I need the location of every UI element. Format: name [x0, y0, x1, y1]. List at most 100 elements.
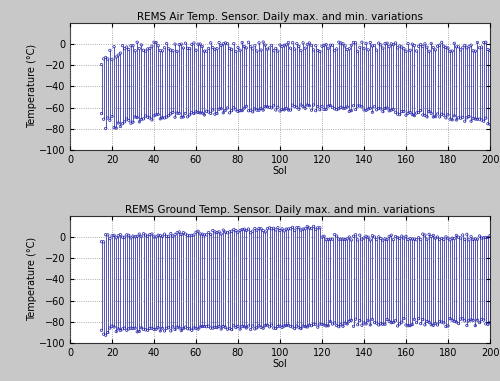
Point [255, 323, 263, 329]
Point [385, 43, 393, 50]
Point [142, 232, 150, 238]
Point [452, 232, 460, 239]
Point [352, 40, 360, 46]
Point [122, 116, 130, 122]
Point [469, 317, 477, 323]
Point [226, 229, 234, 235]
Point [444, 235, 452, 241]
Point [146, 232, 154, 238]
Point [209, 227, 217, 234]
Point [133, 115, 141, 121]
Point [388, 232, 396, 238]
Point [469, 236, 477, 242]
Point [255, 107, 263, 113]
Point [280, 42, 288, 48]
Point [251, 326, 259, 332]
Point [171, 232, 179, 238]
Point [381, 41, 389, 47]
Point [259, 325, 267, 331]
Point [204, 229, 212, 235]
Point [458, 114, 466, 120]
Point [118, 120, 126, 126]
Point [202, 48, 210, 54]
Point [427, 234, 435, 240]
Point [410, 316, 418, 322]
Point [276, 323, 284, 329]
Point [114, 233, 122, 239]
Point [114, 52, 122, 58]
Point [404, 237, 412, 243]
Point [160, 45, 168, 51]
Point [354, 237, 362, 243]
Point [442, 234, 450, 240]
Point [182, 324, 190, 330]
Point [416, 42, 424, 48]
Point [196, 324, 204, 330]
Point [301, 323, 309, 330]
Point [297, 227, 305, 233]
Point [190, 110, 198, 117]
Point [446, 116, 454, 122]
Point [106, 47, 114, 53]
Point [162, 325, 170, 331]
Point [180, 45, 188, 51]
Point [343, 46, 351, 53]
Point [171, 41, 179, 47]
Point [112, 125, 120, 131]
Point [257, 47, 265, 53]
Point [169, 48, 177, 54]
Point [469, 48, 477, 54]
Point [465, 114, 473, 120]
Point [184, 45, 192, 51]
Point [360, 235, 368, 241]
Point [144, 114, 152, 120]
Point [436, 42, 444, 48]
Point [358, 322, 366, 328]
Point [406, 109, 414, 115]
Point [209, 107, 217, 113]
Point [456, 235, 464, 241]
Point [169, 233, 177, 239]
Point [253, 227, 261, 233]
Point [158, 325, 166, 331]
Point [238, 226, 246, 232]
Point [262, 42, 270, 48]
Point [337, 40, 345, 46]
Point [299, 323, 307, 329]
Point [236, 326, 244, 332]
Point [356, 103, 364, 109]
Point [330, 232, 338, 238]
Point [324, 323, 332, 329]
Point [427, 40, 435, 46]
Point [444, 323, 452, 329]
Point [383, 237, 391, 243]
Point [442, 45, 450, 51]
Point [310, 102, 318, 108]
Point [129, 233, 137, 239]
Point [200, 323, 208, 330]
Point [346, 318, 354, 324]
Point [284, 226, 292, 232]
Point [278, 107, 286, 113]
Point [257, 324, 265, 330]
Point [290, 227, 298, 234]
Point [370, 104, 378, 110]
Point [251, 43, 259, 49]
Point [152, 40, 160, 46]
Point [320, 322, 328, 328]
Point [202, 108, 210, 114]
Point [217, 326, 225, 332]
Point [360, 46, 368, 52]
Point [278, 324, 286, 330]
Point [454, 44, 462, 50]
Point [310, 47, 318, 53]
Point [246, 107, 254, 114]
Point [280, 323, 288, 329]
Point [416, 107, 424, 114]
Point [364, 47, 372, 53]
Point [390, 319, 398, 325]
Point [112, 328, 120, 335]
Point [206, 110, 214, 117]
Point [278, 43, 286, 50]
Point [192, 325, 200, 331]
